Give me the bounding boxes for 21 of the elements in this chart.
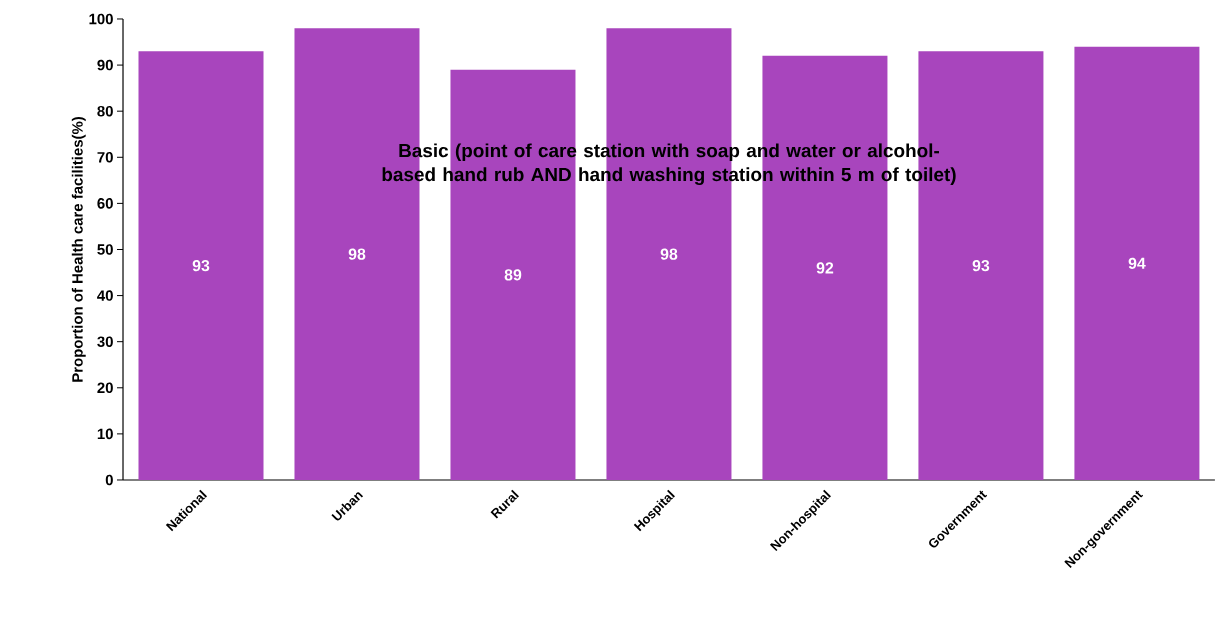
data-label: 93 [972,259,990,272]
y-tick-label: 10 [97,428,113,440]
data-label: 89 [504,269,522,281]
y-tick-label: 80 [97,105,113,117]
y-tick-label: 50 [97,244,113,255]
y-tick-label: 70 [97,151,113,163]
bar [1074,46,1200,480]
bar [138,51,264,480]
y-tick-label: 20 [97,382,113,394]
y-tick-label: 0 [105,474,113,486]
data-label: 98 [348,248,366,260]
data-label: 94 [1128,257,1146,269]
y-tick-label: 90 [97,59,113,71]
data-label: 93 [192,259,210,272]
y-tick-label: 100 [89,13,113,25]
y-tick-label: 40 [97,290,113,301]
y-axis-title: Proportion of Health care facilities(%) [71,116,86,382]
y-tick-label: 60 [97,198,113,209]
data-label: 92 [816,262,834,274]
data-label: 98 [660,248,678,260]
y-tick-label: 30 [97,336,113,347]
